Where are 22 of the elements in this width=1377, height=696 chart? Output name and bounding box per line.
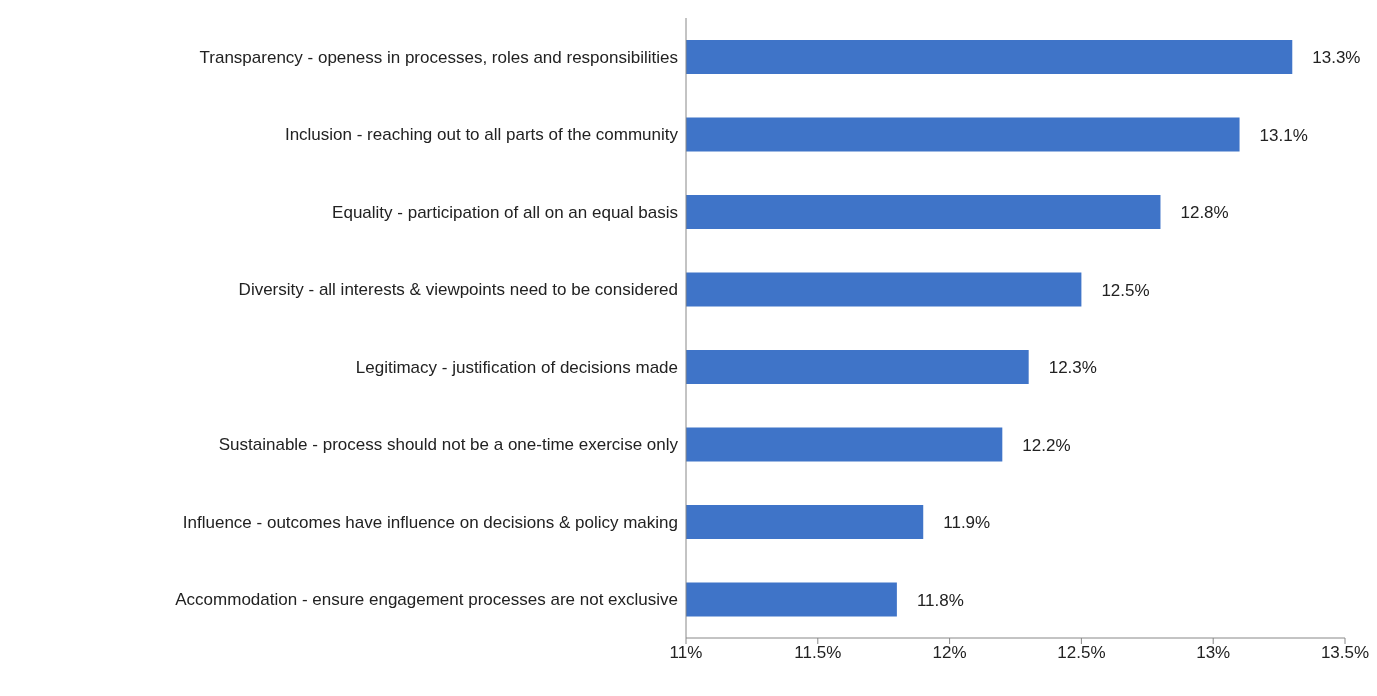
- y-tick-label: Transparency - openess in processes, roles and responsibilities: [199, 47, 678, 67]
- data-label: 11.8%: [916, 590, 964, 610]
- y-tick-label: Inclusion - reaching out to all parts of the community: [284, 125, 679, 145]
- data-label: 12.3%: [1048, 358, 1097, 378]
- x-tick-label: 11%: [669, 643, 703, 663]
- x-tick-label: 11.5%: [794, 643, 842, 663]
- x-tick-label: 12.5%: [1057, 643, 1106, 663]
- y-tick-label: Influence - outcomes have influence on decisions & policy making: [182, 512, 678, 532]
- data-label: 11.9%: [943, 513, 991, 533]
- y-tick-label: Sustainable - process should not be a one-time exercise only: [218, 435, 679, 455]
- data-label: 13.1%: [1259, 125, 1308, 145]
- x-tick-label: 13.5%: [1320, 643, 1370, 663]
- data-label: 12.2%: [1022, 435, 1071, 455]
- data-label: 12.5%: [1101, 280, 1150, 300]
- y-tick-label: Accommodation - ensure engagement processes are not exclusive: [175, 590, 678, 610]
- y-tick-label: Diversity - all interests & viewpoints need to be considered: [238, 280, 678, 300]
- y-tick-label: Equality - participation of all on an equal basis: [332, 202, 678, 222]
- data-label: 12.8%: [1180, 203, 1229, 223]
- y-tick-label: Legitimacy - justification of decisions made: [355, 357, 678, 377]
- data-label: 13.3%: [1312, 48, 1361, 68]
- x-tick-label: 12%: [932, 643, 967, 663]
- x-tick-label: 13%: [1196, 643, 1231, 663]
